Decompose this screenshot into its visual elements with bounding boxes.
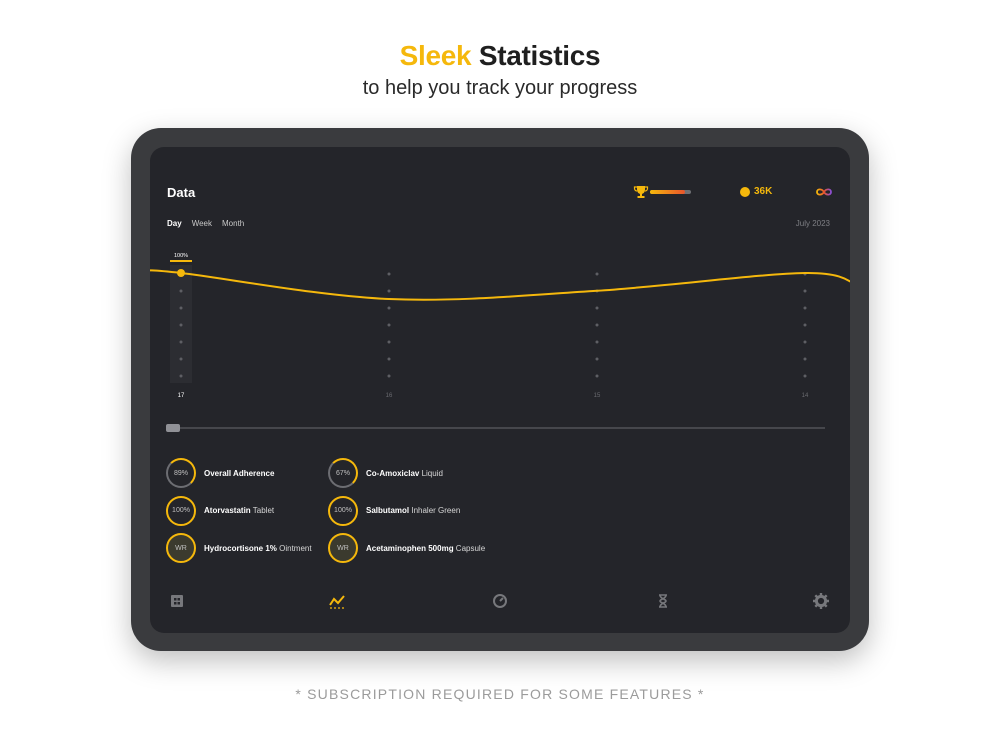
tab-month[interactable]: Month [222,219,245,228]
grid-dot [803,306,807,310]
grid-dot [179,357,183,361]
tab-week[interactable]: Week [191,219,212,228]
grid-dot [179,289,183,293]
promo-headline: Sleek Statistics [0,40,1000,72]
grid-dot [595,272,599,276]
stat-name: Overall Adherence [204,468,275,478]
grid-dot [387,289,391,293]
date-slider-track [167,427,825,429]
x-tick-label[interactable]: 14 [802,393,809,399]
grid-dot [803,289,807,293]
bottom-nav [150,593,850,613]
headline-accent: Sleek [399,40,472,71]
stat-label: Salbutamol Inhaler Green [366,506,460,515]
stat-item[interactable]: 100% Atorvastatin Tablet [166,495,274,526]
adherence-ring: WR [166,533,196,563]
stat-name: Acetaminophen 500mg [366,543,454,553]
grid-dot [387,272,391,276]
stat-name: Co-Amoxiclav [366,468,420,478]
series-line [150,269,850,301]
headline-rest: Statistics [478,40,601,71]
grid-dot [595,374,599,378]
home-icon[interactable] [169,593,185,609]
stat-label: Overall Adherence [204,469,274,478]
adherence-ring: 67% [328,458,358,488]
grid-dot [803,357,807,361]
grid-dot [595,323,599,327]
month-label: July 2023 [795,219,830,228]
tab-day[interactable]: Day [167,219,182,228]
promo-subheadline: to help you track your progress [362,77,638,99]
grid-dot [803,323,807,327]
timer-icon[interactable] [492,593,508,609]
stat-label: Co-Amoxiclav Liquid [366,469,443,478]
stat-label: Acetaminophen 500mg Capsule [366,544,485,553]
grid-dot [179,374,183,378]
adherence-ring: WR [328,533,358,563]
grid-dot [387,357,391,361]
grid-dot [803,340,807,344]
stat-name: Hydrocortisone 1% [204,543,277,553]
grid-dot [595,357,599,361]
trophy-icon[interactable] [633,185,649,199]
app-screen: Data 36K Day Week Month July 2023 17 16 15… [150,147,850,633]
grid-dot [387,323,391,327]
grid-dot [387,306,391,310]
x-tick-label[interactable]: 17 [178,393,185,399]
statistics-icon[interactable] [329,593,345,609]
page-title: Data [167,185,196,200]
stat-item[interactable]: WR Acetaminophen 500mg Capsule [328,533,485,563]
trophy-progress-fill [650,190,685,194]
stat-form: Liquid [419,468,443,478]
grid-dot [595,306,599,310]
coin-icon [740,187,750,197]
x-tick-label[interactable]: 16 [386,393,393,399]
stat-item[interactable]: 100% Salbutamol Inhaler Green [328,495,460,526]
adherence-ring: 100% [166,495,196,526]
hourglass-icon[interactable] [655,593,671,609]
adherence-chart: 17 16 15 14 100% [150,253,850,399]
grid-dot [387,374,391,378]
trophy-progress-bar [650,190,691,194]
stat-item[interactable]: 67% Co-Amoxiclav Liquid [328,458,443,488]
x-tick-label[interactable]: 15 [594,393,601,399]
grid-dot [179,306,183,310]
stat-form: Capsule [453,543,486,553]
subscription-footnote: * SUBSCRIPTION REQUIRED FOR SOME FEATURE… [295,686,705,702]
highlight-bar [170,260,192,262]
grid-dot [595,340,599,344]
stat-form: Tablet [250,506,275,515]
stat-form: Ointment [276,543,312,553]
stat-label: Atorvastatin Tablet [204,506,274,515]
stat-label: Hydrocortisone 1% Ointment [204,544,312,553]
adherence-ring: 89% [166,458,196,488]
period-tabs: Day Week Month [167,219,244,228]
data-label: 100% [174,253,188,259]
coin-count[interactable]: 36K [754,186,773,197]
infinity-icon[interactable] [815,186,833,198]
stat-form: Inhaler Green [409,506,461,515]
date-slider-handle[interactable] [166,424,180,432]
data-point[interactable] [177,269,185,277]
stat-name: Atorvastatin [204,506,251,515]
grid-dot [387,340,391,344]
gear-icon[interactable] [813,593,829,609]
stat-name: Salbutamol [366,506,410,515]
grid-dot [179,323,183,327]
grid-dot [179,340,183,344]
adherence-ring: 100% [328,495,358,526]
stat-item[interactable]: 89% Overall Adherence [166,458,274,488]
stat-item[interactable]: WR Hydrocortisone 1% Ointment [166,533,312,563]
grid-dot [803,374,807,378]
